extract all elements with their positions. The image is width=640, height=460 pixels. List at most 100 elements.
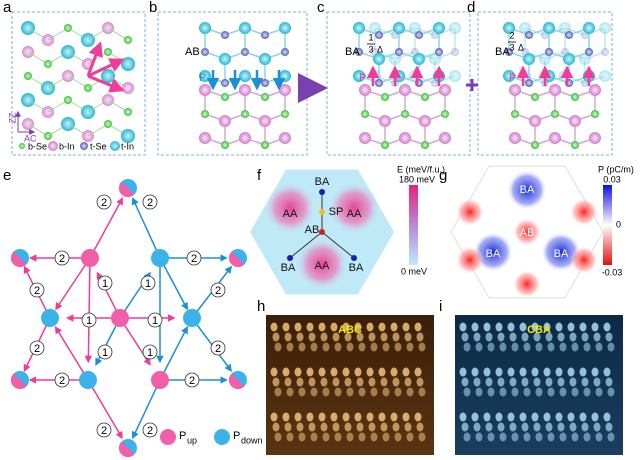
stm-feature bbox=[418, 432, 426, 442]
stm-feature bbox=[354, 412, 362, 422]
stm-feature bbox=[511, 342, 519, 352]
stm-feature bbox=[605, 377, 613, 387]
polarization-spot bbox=[570, 246, 598, 274]
stm-feature bbox=[358, 387, 366, 397]
stm-feature bbox=[567, 322, 575, 332]
stm-feature bbox=[579, 367, 587, 377]
atom bbox=[122, 82, 134, 94]
stm-feature bbox=[583, 387, 591, 397]
colorbar-label: 0 meV bbox=[401, 266, 427, 276]
stm-feature bbox=[459, 412, 467, 422]
colorbar-label: 0 bbox=[616, 219, 621, 229]
network-arrow bbox=[131, 379, 161, 440]
atom bbox=[549, 84, 561, 96]
shift-arrow bbox=[86, 41, 103, 77]
atom bbox=[421, 93, 429, 101]
stm-feature bbox=[294, 412, 302, 422]
panel-label: g bbox=[439, 167, 447, 184]
stm-feature bbox=[475, 387, 483, 397]
stm-feature bbox=[523, 432, 531, 442]
node-up-half bbox=[228, 251, 245, 268]
site-dot bbox=[319, 229, 325, 235]
edge-label-ring bbox=[210, 340, 226, 356]
stm-feature bbox=[569, 377, 577, 387]
stm-feature bbox=[555, 412, 563, 422]
node-up-half bbox=[10, 373, 27, 390]
atom bbox=[359, 84, 371, 96]
stm-feature bbox=[272, 332, 280, 342]
energy-spot bbox=[296, 238, 348, 290]
atom bbox=[449, 70, 461, 82]
stm-feature bbox=[461, 377, 469, 387]
stm-feature bbox=[354, 367, 362, 377]
atom bbox=[124, 108, 132, 116]
atom bbox=[219, 53, 231, 65]
node-up-half bbox=[228, 373, 245, 390]
stm-feature bbox=[497, 332, 505, 342]
stm-feature bbox=[487, 432, 495, 442]
stm-feature bbox=[332, 377, 340, 387]
stm-feature bbox=[322, 387, 330, 397]
stm-feature bbox=[322, 342, 330, 352]
atom bbox=[381, 141, 389, 149]
stm-feature bbox=[306, 412, 314, 422]
site-label: AB bbox=[305, 224, 320, 236]
edge-label: 2 bbox=[215, 343, 221, 355]
atom bbox=[545, 48, 553, 56]
stm-feature bbox=[581, 332, 589, 342]
stm-feature bbox=[547, 387, 555, 397]
stm-feature bbox=[378, 322, 386, 332]
stm-feature bbox=[370, 432, 378, 442]
colorbar-label: 180 meV bbox=[399, 174, 435, 184]
colorbar-title: E (meV/f.u.) bbox=[397, 164, 445, 174]
edge-label: 1 bbox=[102, 278, 108, 290]
stm-feature bbox=[406, 342, 414, 352]
edge-label: 2 bbox=[147, 197, 153, 209]
stm-feature bbox=[509, 422, 517, 432]
stm-feature bbox=[459, 322, 467, 332]
stm-feature bbox=[378, 412, 386, 422]
stm-feature bbox=[579, 412, 587, 422]
edge-label: 2 bbox=[215, 285, 221, 297]
stm-feature bbox=[519, 322, 527, 332]
stm-feature bbox=[270, 412, 278, 422]
edge-label: 2 bbox=[191, 253, 197, 265]
atom bbox=[523, 53, 535, 65]
stm-feature bbox=[521, 377, 529, 387]
stm-feature bbox=[392, 422, 400, 432]
stm-feature bbox=[569, 422, 577, 432]
stm-feature bbox=[404, 332, 412, 342]
stm-feature bbox=[557, 422, 565, 432]
atom bbox=[381, 93, 389, 101]
panel-label: b bbox=[149, 0, 157, 16]
stm-feature bbox=[382, 342, 390, 352]
stm-feature bbox=[507, 322, 515, 332]
stm-feature bbox=[593, 377, 601, 387]
stm-feature bbox=[535, 342, 543, 352]
node-up bbox=[111, 309, 129, 327]
edge-label: 1 bbox=[147, 347, 153, 359]
stm-feature bbox=[320, 377, 328, 387]
stm-feature bbox=[603, 322, 611, 332]
stm-feature bbox=[557, 332, 565, 342]
stm-feature bbox=[320, 422, 328, 432]
atom bbox=[259, 115, 271, 127]
stm-feature bbox=[581, 422, 589, 432]
stm-feature bbox=[533, 377, 541, 387]
legend-label: b-Se bbox=[28, 141, 47, 151]
stm-feature bbox=[463, 432, 471, 442]
colorbar-label: 0.03 bbox=[603, 174, 621, 184]
stm-feature bbox=[555, 322, 563, 332]
network-arrow bbox=[87, 379, 123, 440]
stm-feature bbox=[557, 377, 565, 387]
atom bbox=[261, 93, 269, 101]
edge-label: 2 bbox=[59, 253, 65, 265]
atom bbox=[429, 53, 441, 65]
stacking-label: ABC bbox=[338, 324, 362, 336]
stm-feature bbox=[593, 422, 601, 432]
stm-feature bbox=[354, 322, 362, 332]
stm-feature bbox=[581, 377, 589, 387]
polarization-label: P bbox=[199, 72, 206, 84]
energy-spot bbox=[328, 182, 380, 234]
stm-feature bbox=[559, 342, 567, 352]
